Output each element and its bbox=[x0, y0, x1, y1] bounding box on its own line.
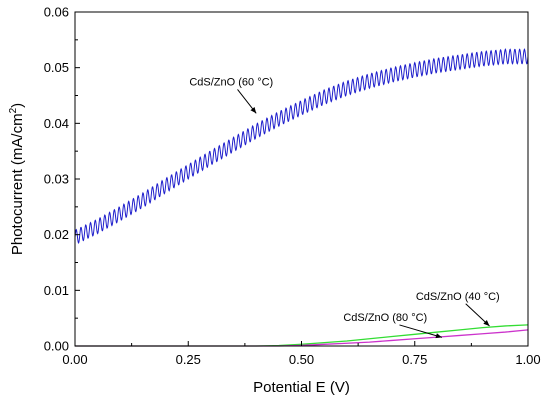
x-tick-label: 1.00 bbox=[515, 352, 540, 367]
y-tick-label: 0.03 bbox=[44, 172, 69, 187]
annotations-group: CdS/ZnO (60 °C) CdS/ZnO (40 °C) CdS/ZnO (8… bbox=[189, 76, 500, 339]
y-axis-title-superscript: 2 bbox=[8, 107, 19, 113]
x-tick-label: 0.25 bbox=[176, 352, 201, 367]
y-axis-title-close: ) bbox=[9, 103, 26, 108]
annotation-label: CdS/ZnO (40 °C) bbox=[416, 291, 500, 303]
x-tick-label: 0.00 bbox=[62, 352, 87, 367]
y-axis-title-main: Photocurrent (mA/cm bbox=[9, 113, 26, 255]
annotation-arrow bbox=[399, 324, 443, 338]
y-tick-label: 0.00 bbox=[44, 339, 69, 354]
annotation-arrowhead bbox=[483, 319, 490, 326]
x-tick-label: 0.75 bbox=[402, 352, 427, 367]
y-tick-label: 0.05 bbox=[44, 60, 69, 75]
annotation-arrowhead bbox=[250, 106, 257, 114]
annotation-label: CdS/ZnO (60 °C) bbox=[189, 76, 273, 88]
y-tick-label: 0.01 bbox=[44, 283, 69, 298]
x-axis-title: Potential E (V) bbox=[253, 379, 350, 396]
y-axis-title: Photocurrent (mA/cm2) bbox=[8, 103, 26, 255]
y-tick-label: 0.04 bbox=[44, 116, 69, 131]
y-tick-label: 0.02 bbox=[44, 227, 69, 242]
ticks-group: 0.00 0.25 0.50 0.75 1.00 0.00 0.01 0.02 0.03 0.04… bbox=[44, 5, 541, 368]
annotation-arrowhead bbox=[435, 333, 442, 339]
y-tick-label: 0.06 bbox=[44, 5, 69, 20]
x-tick-label: 0.50 bbox=[289, 352, 314, 367]
annotation-label: CdS/ZnO (80 °C) bbox=[343, 312, 427, 324]
series-line-0 bbox=[74, 48, 529, 245]
